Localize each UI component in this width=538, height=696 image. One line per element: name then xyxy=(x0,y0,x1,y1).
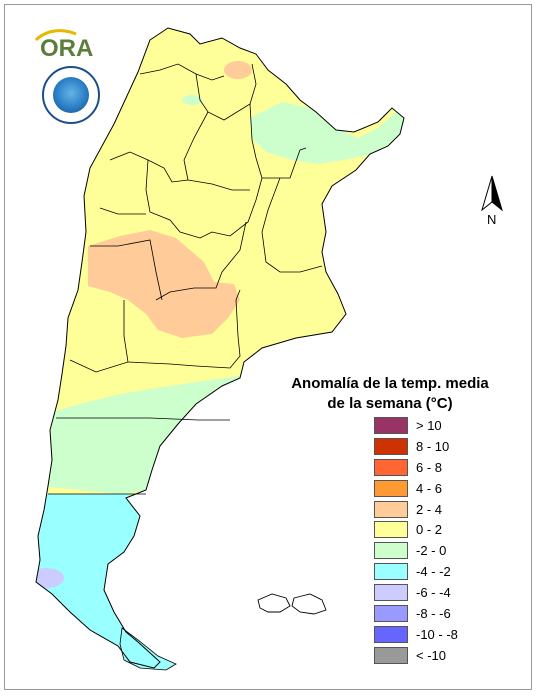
malvinas-islands xyxy=(257,593,327,615)
legend-label: < -10 xyxy=(416,647,446,663)
legend-label: -8 - -6 xyxy=(416,606,451,622)
zone-2-4-central xyxy=(88,230,240,338)
zone-minus2-0-south xyxy=(36,376,250,494)
legend-swatch xyxy=(374,646,408,664)
legend-label: -2 - 0 xyxy=(416,543,447,559)
legend-title: Anomalía de la temp. media de la semana … xyxy=(290,374,490,414)
legend-swatch xyxy=(374,500,408,518)
zone-minus6-minus4-spot xyxy=(36,568,64,588)
legend-swatch xyxy=(374,605,408,623)
smn-logo xyxy=(42,66,100,124)
ora-logo: ORA xyxy=(32,26,104,62)
legend-swatch xyxy=(374,584,408,602)
legend-label: 2 - 4 xyxy=(416,501,443,517)
legend-title-line2: de la semana (°C) xyxy=(327,395,453,412)
legend-swatch xyxy=(374,625,408,643)
legend-swatch xyxy=(374,417,408,434)
zone-minus2-0-north-spot xyxy=(182,95,202,105)
legend-label: 4 - 6 xyxy=(416,480,443,496)
legend-swatch xyxy=(374,563,408,581)
legend-label: -6 - -4 xyxy=(416,585,451,601)
zone-minus2-0-northeast xyxy=(250,102,404,164)
legend-label: -10 - -8 xyxy=(416,626,458,642)
legend-label: > 10 xyxy=(416,418,442,433)
legend-label: 6 - 8 xyxy=(416,459,443,475)
legend-label: 0 - 2 xyxy=(416,522,443,538)
north-label: N xyxy=(487,212,497,227)
legend-title-line1: Anomalía de la temp. media xyxy=(291,375,489,392)
legend-swatch xyxy=(374,542,408,560)
province-boundaries xyxy=(48,63,323,495)
legend-swatch xyxy=(374,521,408,539)
smn-logo-emblem-icon xyxy=(53,77,89,113)
legend-label: 8 - 10 xyxy=(416,438,450,454)
ora-logo-text: ORA xyxy=(40,35,93,62)
legend-swatch xyxy=(374,437,408,455)
legend-label: -4 - -2 xyxy=(416,564,451,580)
ora-logo-icon: ORA xyxy=(34,29,93,62)
legend-swatch xyxy=(374,479,408,497)
north-arrow-icon xyxy=(481,175,503,212)
zone-2-4-north-spot xyxy=(224,61,252,79)
legend-swatch xyxy=(374,458,408,476)
